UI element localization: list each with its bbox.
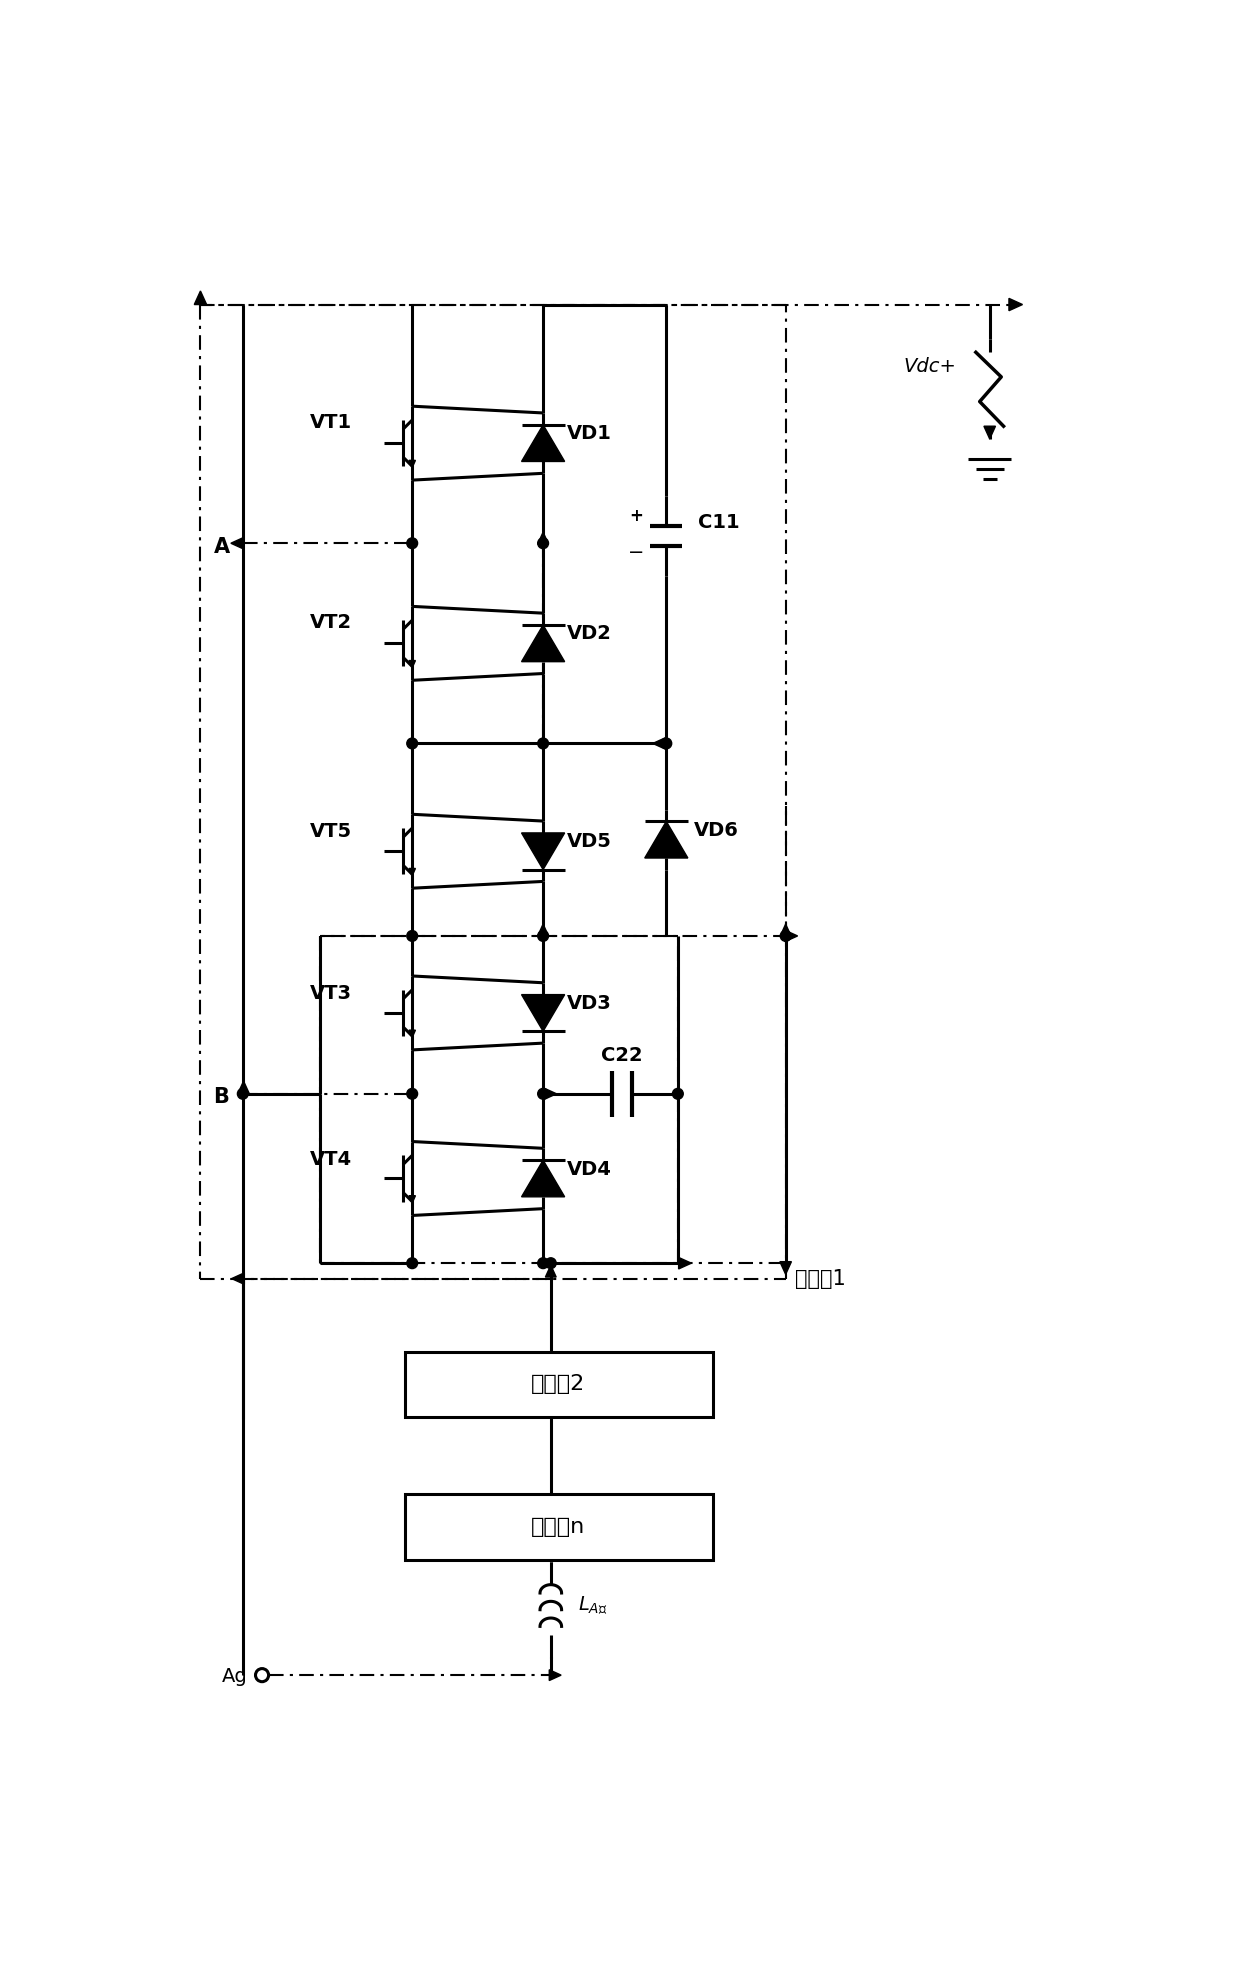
Circle shape bbox=[672, 1088, 683, 1098]
Polygon shape bbox=[780, 1261, 791, 1275]
Circle shape bbox=[538, 1088, 548, 1098]
Text: $L_{A上}$: $L_{A上}$ bbox=[578, 1595, 608, 1617]
Polygon shape bbox=[195, 292, 207, 304]
Polygon shape bbox=[522, 995, 564, 1031]
Polygon shape bbox=[409, 1031, 415, 1037]
Text: +: + bbox=[630, 506, 644, 524]
Text: VT2: VT2 bbox=[310, 614, 352, 632]
Polygon shape bbox=[409, 661, 415, 667]
Circle shape bbox=[407, 931, 418, 941]
Circle shape bbox=[538, 739, 548, 749]
Polygon shape bbox=[983, 427, 996, 439]
Polygon shape bbox=[409, 461, 415, 467]
Circle shape bbox=[407, 1088, 418, 1098]
Circle shape bbox=[661, 739, 672, 749]
Text: ·
·
·: · · · bbox=[548, 1428, 554, 1484]
Circle shape bbox=[538, 1257, 548, 1269]
Text: VT3: VT3 bbox=[310, 985, 352, 1003]
Text: 子模块n: 子模块n bbox=[532, 1517, 585, 1537]
Polygon shape bbox=[785, 929, 797, 941]
Polygon shape bbox=[522, 626, 564, 661]
Text: VD2: VD2 bbox=[567, 624, 611, 643]
Text: −: − bbox=[629, 542, 645, 562]
Polygon shape bbox=[238, 1080, 249, 1094]
Text: VD3: VD3 bbox=[567, 995, 611, 1013]
Polygon shape bbox=[231, 538, 243, 548]
Polygon shape bbox=[522, 1160, 564, 1198]
Text: Ag: Ag bbox=[222, 1666, 248, 1686]
Bar bbox=[404, 1493, 713, 1559]
Text: 子模块2: 子模块2 bbox=[532, 1374, 585, 1394]
Text: VT4: VT4 bbox=[310, 1150, 352, 1168]
Text: Vdc+: Vdc+ bbox=[903, 357, 956, 375]
Text: VD5: VD5 bbox=[567, 832, 611, 852]
Polygon shape bbox=[522, 832, 564, 870]
Circle shape bbox=[237, 1088, 248, 1098]
Circle shape bbox=[538, 538, 548, 548]
Bar bbox=[404, 1352, 713, 1418]
Circle shape bbox=[546, 1257, 557, 1269]
Polygon shape bbox=[232, 1273, 244, 1285]
Polygon shape bbox=[1009, 298, 1023, 310]
Text: C22: C22 bbox=[601, 1047, 642, 1064]
Polygon shape bbox=[780, 923, 791, 935]
Polygon shape bbox=[409, 1196, 415, 1204]
Text: B: B bbox=[213, 1086, 229, 1106]
Circle shape bbox=[407, 538, 418, 548]
Polygon shape bbox=[652, 737, 666, 749]
Text: VD4: VD4 bbox=[567, 1160, 611, 1178]
Polygon shape bbox=[678, 1257, 692, 1269]
Circle shape bbox=[407, 739, 418, 749]
Text: C11: C11 bbox=[698, 512, 739, 532]
Circle shape bbox=[538, 931, 548, 941]
Polygon shape bbox=[409, 868, 415, 876]
Polygon shape bbox=[544, 1088, 557, 1098]
Circle shape bbox=[780, 931, 791, 941]
Polygon shape bbox=[546, 1265, 557, 1277]
Polygon shape bbox=[538, 923, 548, 935]
Polygon shape bbox=[538, 532, 548, 544]
Polygon shape bbox=[522, 425, 564, 461]
Text: VD1: VD1 bbox=[567, 425, 611, 443]
Text: VT5: VT5 bbox=[310, 822, 352, 842]
Polygon shape bbox=[549, 1670, 562, 1680]
Text: VT1: VT1 bbox=[310, 413, 352, 431]
Text: 子模块1: 子模块1 bbox=[795, 1269, 846, 1289]
Polygon shape bbox=[645, 822, 688, 858]
Circle shape bbox=[407, 1257, 418, 1269]
Text: VD6: VD6 bbox=[694, 820, 739, 840]
Text: A: A bbox=[213, 538, 229, 558]
